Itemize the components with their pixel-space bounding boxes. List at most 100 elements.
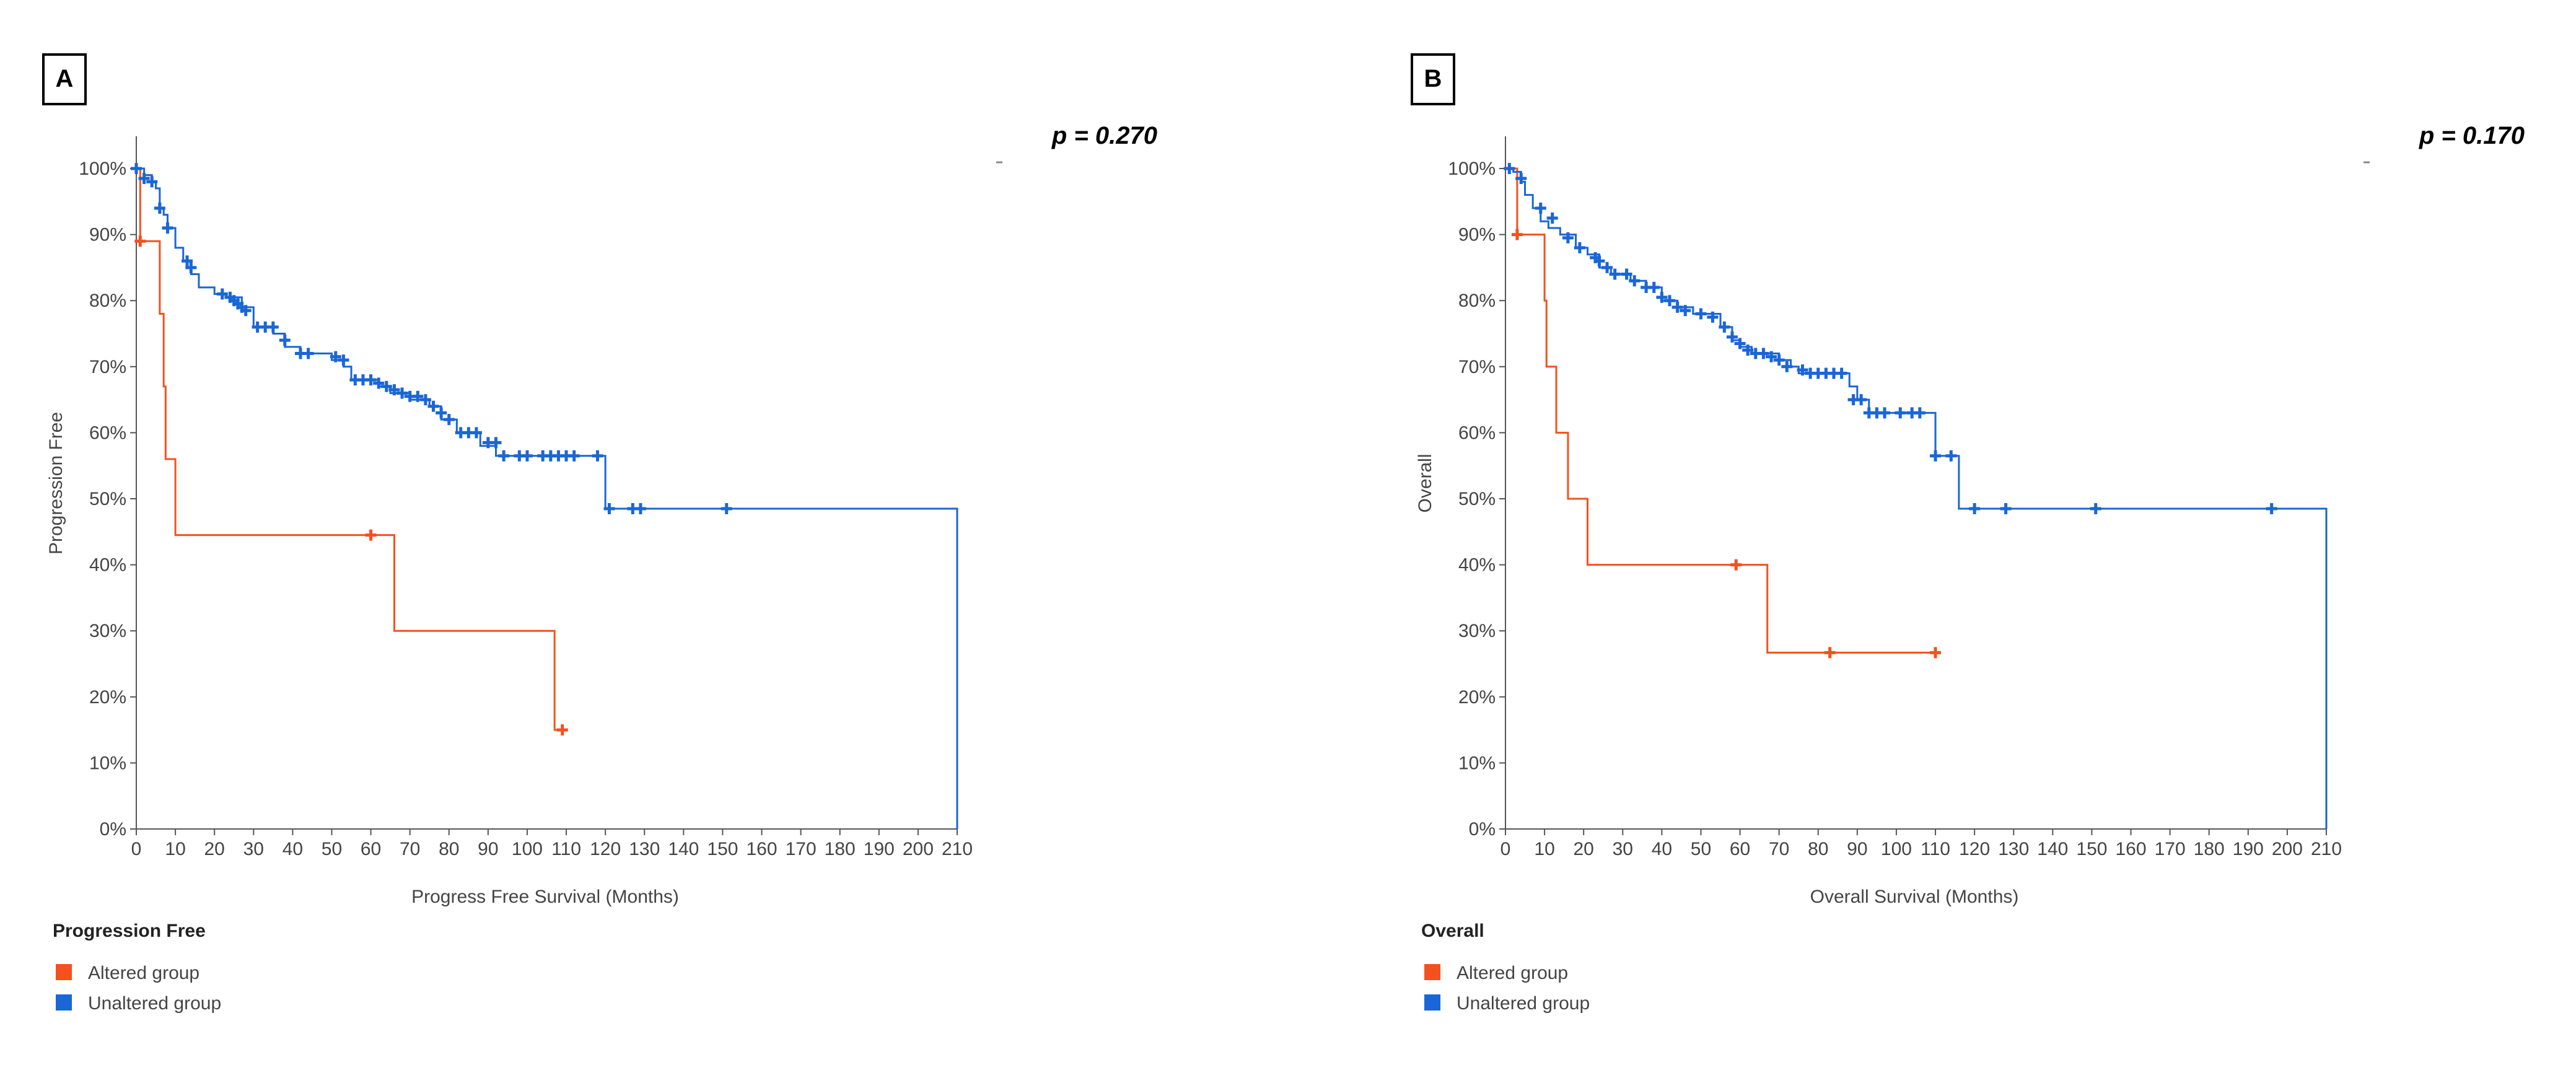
panel-b-censor-mark-unaltered xyxy=(1515,172,1527,184)
panel-a-x-tick-label: 30 xyxy=(243,839,264,859)
panel-a-y-tick-label: 20% xyxy=(89,687,126,708)
panel-a-legend-label-unaltered: Unaltered group xyxy=(88,993,221,1014)
panel-a-censor-mark-unaltered xyxy=(498,450,510,462)
panel-a: A p = 0.270 0% 10% 20% 30% 40% 50% 60% 70% 80% 90… xyxy=(42,53,1157,1014)
panel-b-censor-mark-altered xyxy=(1930,647,1942,659)
panel-a-censor-mark-unaltered xyxy=(373,377,385,389)
panel-b-x-tick-label: 190 xyxy=(2233,839,2264,859)
panel-b-censor-mark-unaltered xyxy=(1914,407,1925,419)
panel-b-censor-mark-altered xyxy=(1511,229,1523,240)
panel-b-y-tick-label: 10% xyxy=(1458,753,1496,773)
panel-a-curve-altered xyxy=(136,167,567,731)
panel-b-y-tick-label: 50% xyxy=(1458,489,1496,509)
panel-a-legend-swatch-altered xyxy=(56,964,72,980)
panel-a-censor-mark-unaltered xyxy=(240,305,252,317)
panel-b-y-tick-label: 0% xyxy=(1469,819,1496,840)
panel-a-legend-swatch-unaltered xyxy=(56,994,72,1011)
panel-a-censor-mark-unaltered xyxy=(182,255,193,267)
panel-b-x-tick-label: 10 xyxy=(1534,839,1554,859)
panel-b-censor-mark-unaltered xyxy=(1797,364,1808,376)
panel-b-censor-mark-altered xyxy=(1730,559,1742,571)
panel-b-x-tick-label: 130 xyxy=(1998,839,2029,859)
panel-a-x-tick-label: 50 xyxy=(322,839,342,859)
panel-a-censor-mark-unaltered xyxy=(146,176,158,188)
panel-b-censor-mark-unaltered xyxy=(1680,305,1691,317)
panel-b-censor-mark-unaltered xyxy=(1664,295,1675,307)
panel-b-x-tick-label: 80 xyxy=(1808,839,1828,859)
panel-b-x-tick-label: 170 xyxy=(2155,839,2186,859)
panel-a-y-tick-label: 40% xyxy=(89,555,126,576)
panel-b-censor-mark-unaltered xyxy=(1930,450,1942,462)
panel-a-censor-mark-unaltered xyxy=(338,354,349,366)
panel-b-censor-mark-unaltered xyxy=(1601,261,1613,273)
panel-b-censor-mark-altered xyxy=(1824,647,1836,659)
panel-a-x-tick-label: 80 xyxy=(439,839,459,859)
panel-a-censor-mark-unaltered xyxy=(185,261,197,273)
panel-a-y-tick-label: 90% xyxy=(89,225,126,245)
panel-a-label: A xyxy=(56,65,74,92)
panel-b-censor-mark-unaltered xyxy=(1656,291,1668,303)
panel-a-y-axis-title: Progression Free xyxy=(46,412,66,555)
panel-a-censor-mark-unaltered xyxy=(330,351,341,362)
panel-a-x-tick-label: 70 xyxy=(400,839,420,859)
panel-b-x-tick-label: 200 xyxy=(2272,839,2303,859)
panel-a-x-tick-label: 60 xyxy=(361,839,381,859)
panel-b-y-tick-label: 100% xyxy=(1448,159,1496,179)
panel-b-censor-mark-unaltered xyxy=(1671,301,1683,313)
panel-a-x-tick-label: 190 xyxy=(864,839,895,859)
panel-a-censor-mark-unaltered xyxy=(521,450,533,462)
panel-a-x-tick-label: 120 xyxy=(590,839,621,859)
panel-b-x-axis-title: Overall Survival (Months) xyxy=(1810,887,2019,907)
panel-b-y-tick-label: 20% xyxy=(1458,687,1496,708)
panel-b-x-tick-label: 110 xyxy=(1921,839,1950,859)
panel-a-y-tick-label: 100% xyxy=(79,159,126,179)
panel-a-y-tick-label: 70% xyxy=(89,357,126,377)
panel-b-legend-label-unaltered: Unaltered group xyxy=(1457,993,1590,1014)
panel-b-censor-mark-unaltered xyxy=(2000,502,2012,514)
panel-b-p-value: p = 0.170 xyxy=(2419,122,2525,149)
panel-b-x-tick-label: 160 xyxy=(2115,839,2146,859)
panel-a-censor-mark-unaltered xyxy=(436,407,447,419)
panel-b-censor-mark-unaltered xyxy=(1742,344,1754,356)
panel-b-y-tick-label: 80% xyxy=(1458,291,1496,311)
panel-a-censor-mark-unaltered xyxy=(380,380,392,392)
panel-b-censor-mark-unaltered xyxy=(1574,242,1585,253)
panel-a-censor-mark-unaltered xyxy=(279,335,291,346)
panel-b-y-tick-label: 30% xyxy=(1458,621,1496,641)
panel-a-x-tick-label: 110 xyxy=(551,839,581,859)
panel-a-censor-mark-unaltered xyxy=(592,450,603,462)
panel-b-censor-mark-unaltered xyxy=(1734,338,1746,349)
panel-a-x-tick-label: 40 xyxy=(283,839,303,859)
panel-a-x-tick-label: 140 xyxy=(668,839,699,859)
panel-a-censor-mark-unaltered xyxy=(216,288,228,300)
panel-a-y-tick-label: 50% xyxy=(89,489,126,509)
panel-a-censor-mark-unaltered xyxy=(302,348,314,359)
panel-b-legend: Overall Altered group Unaltered group xyxy=(1421,921,1590,1014)
panel-a-x-tick-label: 90 xyxy=(478,839,498,859)
panel-b-x-tick-label: 210 xyxy=(2311,839,2342,859)
panel-b-censor-mark-unaltered xyxy=(1895,407,1906,419)
panel-b-censor-mark-unaltered xyxy=(1945,450,1957,462)
panel-a-x-tick-label: 210 xyxy=(942,839,973,859)
panel-b-x-tick-label: 100 xyxy=(1881,839,1912,859)
panel-a-y-tick-label: 30% xyxy=(89,621,126,641)
panel-a-censor-mark-unaltered xyxy=(419,394,431,406)
panel-a-censor-mark-unaltered xyxy=(603,502,615,514)
panel-a-censor-mark-unaltered xyxy=(634,502,646,514)
panel-b-legend-title: Overall xyxy=(1421,921,1484,941)
panel-a-censor-mark-unaltered xyxy=(427,400,439,412)
panel-a-x-tick-label: 0 xyxy=(131,839,142,859)
panel-b-censor-mark-unaltered xyxy=(1726,331,1738,343)
panel-a-censor-mark-unaltered xyxy=(568,450,580,462)
panel-a-legend-title: Progression Free xyxy=(53,921,206,941)
panel-b-x-tick-label: 90 xyxy=(1847,839,1867,859)
panel-a-x-tick-label: 160 xyxy=(746,839,777,859)
panel-a-curve-unaltered xyxy=(136,167,958,829)
panel-b-censor-mark-unaltered xyxy=(1546,212,1558,224)
panel-a-y-tick-label: 10% xyxy=(89,753,126,773)
panel-b-x-tick-label: 0 xyxy=(1500,839,1511,859)
panel-a-censor-mark-unaltered xyxy=(131,163,142,174)
panel-a-censor-mark-unaltered xyxy=(412,390,424,402)
panel-a-censor-mark-unaltered xyxy=(470,427,482,439)
panel-a-censor-mark-unaltered xyxy=(365,374,377,386)
